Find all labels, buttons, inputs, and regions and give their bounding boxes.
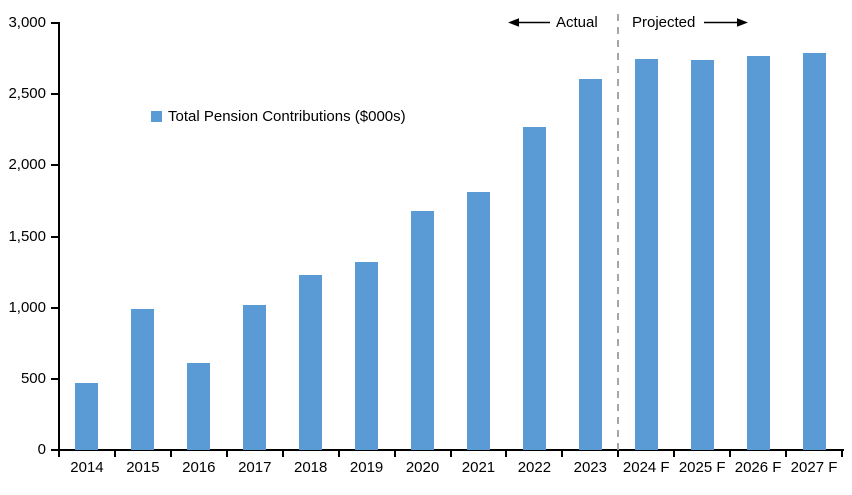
x-tick-label: 2026 F bbox=[734, 459, 782, 476]
legend-swatch-icon bbox=[151, 111, 162, 122]
bar-2017 bbox=[243, 304, 267, 450]
x-tick-mark bbox=[393, 451, 396, 457]
x-tick-label: 2022 bbox=[517, 459, 552, 476]
bar-2023 bbox=[578, 78, 602, 450]
y-tick-label: 3,000 bbox=[8, 14, 46, 31]
x-axis-line bbox=[57, 449, 844, 451]
bar-2019 bbox=[355, 262, 379, 450]
x-tick-label: 2014 bbox=[70, 459, 104, 476]
y-tick-mark bbox=[51, 306, 58, 309]
bar-2014 bbox=[75, 383, 99, 450]
x-tick-label: 2016 bbox=[182, 459, 216, 476]
legend: Total Pension Contributions ($000s) bbox=[151, 108, 406, 125]
y-tick-label: 500 bbox=[20, 369, 46, 387]
y-tick-label: 1,000 bbox=[8, 298, 46, 316]
x-tick-mark bbox=[113, 451, 116, 457]
projected-right-arrow-icon bbox=[704, 18, 748, 27]
y-tick-mark bbox=[51, 93, 58, 96]
y-tick-label: 2,500 bbox=[8, 85, 46, 103]
x-tick-mark bbox=[841, 451, 843, 457]
y-tick-mark bbox=[51, 22, 58, 24]
y-tick-label: 1,500 bbox=[8, 227, 46, 245]
x-tick-label: 2015 bbox=[126, 459, 160, 476]
x-tick-label: 2018 bbox=[293, 459, 328, 476]
actual-left-arrow-icon bbox=[508, 18, 550, 27]
x-tick-label: 2025 F bbox=[678, 459, 726, 476]
x-tick-mark bbox=[225, 451, 228, 457]
projected-label: Projected bbox=[632, 14, 696, 31]
actual-projected-divider bbox=[617, 14, 620, 450]
actual-label: Actual bbox=[556, 14, 598, 31]
bar-2016 bbox=[187, 363, 211, 450]
x-tick-mark bbox=[617, 451, 620, 457]
x-tick-label: 2019 bbox=[349, 459, 384, 476]
x-tick-mark bbox=[785, 451, 788, 457]
y-tick-mark bbox=[51, 377, 58, 380]
bar-2024-f bbox=[634, 58, 658, 450]
x-tick-mark bbox=[337, 451, 340, 457]
x-tick-mark bbox=[58, 451, 60, 457]
x-tick-mark bbox=[561, 451, 564, 457]
x-tick-label: 2024 F bbox=[622, 459, 670, 476]
x-tick-mark bbox=[281, 451, 284, 457]
y-tick-label: 0 bbox=[37, 441, 46, 458]
y-tick-mark bbox=[51, 235, 58, 238]
bar-2015 bbox=[131, 309, 155, 450]
x-tick-label: 2017 bbox=[238, 459, 272, 476]
x-tick-mark bbox=[673, 451, 676, 457]
y-tick-label: 2,000 bbox=[8, 156, 46, 174]
bar-2021 bbox=[466, 192, 490, 450]
y-tick-mark bbox=[51, 164, 58, 167]
y-tick-mark bbox=[51, 449, 58, 451]
bar-2022 bbox=[522, 126, 546, 450]
bar-2020 bbox=[411, 210, 435, 450]
x-tick-label: 2027 F bbox=[790, 459, 838, 476]
legend-label: Total Pension Contributions ($000s) bbox=[168, 108, 406, 125]
bar-2018 bbox=[299, 274, 323, 450]
x-tick-label: 2023 bbox=[573, 459, 607, 476]
bar-2025-f bbox=[690, 60, 714, 450]
x-tick-mark bbox=[169, 451, 172, 457]
bar-2027-f bbox=[802, 52, 826, 450]
x-tick-mark bbox=[449, 451, 452, 457]
x-tick-mark bbox=[505, 451, 508, 457]
bar-2026-f bbox=[746, 55, 770, 450]
y-axis-line bbox=[58, 22, 60, 456]
x-tick-mark bbox=[729, 451, 732, 457]
x-tick-label: 2020 bbox=[405, 459, 440, 476]
x-tick-label: 2021 bbox=[461, 459, 496, 476]
